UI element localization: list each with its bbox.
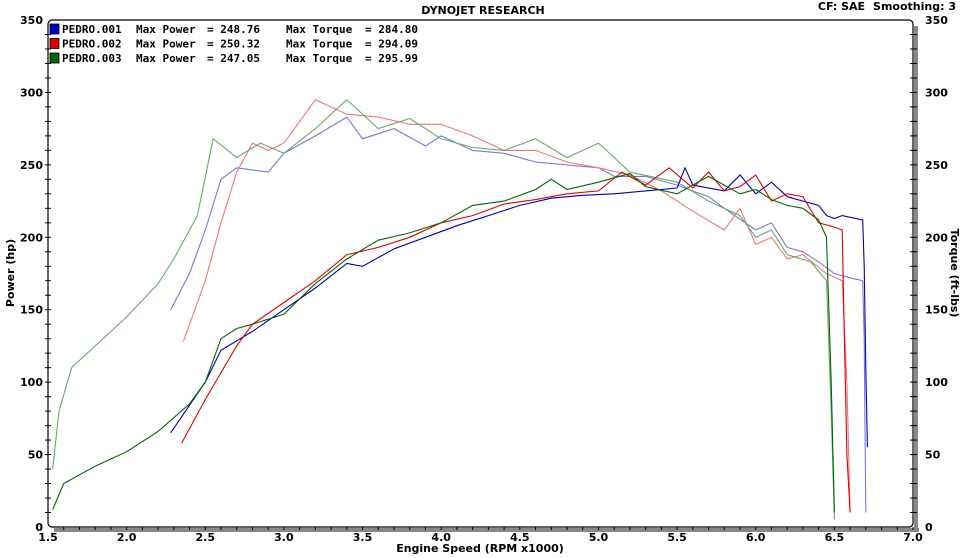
x-tick-label: 4.0: [431, 531, 451, 544]
y-tick-label: 350: [20, 14, 43, 27]
legend-swatch: [49, 38, 60, 49]
legend-power-label: Max Power: [136, 38, 196, 51]
curves: [52, 98, 868, 520]
pedro-001-torque-curve: [170, 116, 867, 513]
y2-tick-label: 200: [925, 231, 948, 244]
frame-shadow: [914, 26, 918, 531]
legend-power-value: = 247.05: [207, 52, 260, 65]
legend-power-label: Max Power: [136, 23, 196, 36]
x-tick-label: 7.0: [903, 531, 923, 544]
y2-tick-label: 150: [925, 304, 948, 317]
y-tick-label: 250: [20, 159, 43, 172]
legend-torque-value: = 284.80: [365, 23, 418, 36]
x-axis-label: Engine Speed (RPM x1000): [396, 542, 564, 555]
x-tick-label: 1.5: [38, 531, 58, 544]
y2-axis-label: Torque (ft-lbs): [948, 229, 961, 318]
smoothing-label: CF: SAE Smoothing: 3: [818, 0, 956, 13]
x-tick-label: 2.5: [196, 531, 216, 544]
legend-swatch: [49, 23, 60, 35]
chart-title: DYNOJET RESEARCH: [421, 4, 544, 17]
y-tick-label: 150: [20, 304, 43, 317]
x-tick-label: 6.0: [746, 531, 766, 544]
legend-swatch: [49, 52, 60, 64]
legend-run-name: PEDRO.001: [62, 23, 122, 36]
y2-tick-label: 350: [925, 14, 948, 27]
legend-power-label: Max Power: [136, 52, 196, 65]
y-axis-label: Power (hp): [4, 239, 17, 307]
frame-shadow-bottom: [54, 528, 919, 532]
y-tick-label: 50: [28, 449, 44, 462]
pedro-003-power-curve: [52, 172, 835, 513]
plot-frame: [47, 19, 914, 528]
legend-torque-label: Max Torque: [286, 23, 353, 36]
legend-power-value: = 250.32: [207, 38, 260, 51]
x-tick-label: 2.0: [117, 531, 137, 544]
legend-run-name: PEDRO.002: [62, 38, 122, 51]
x-tick-label: 4.5: [510, 531, 530, 544]
x-tick-label: 3.0: [274, 531, 294, 544]
cf-label: CF: SAE: [818, 0, 865, 13]
x-tick-label: 6.5: [825, 531, 845, 544]
y2-tick-label: 50: [925, 449, 941, 462]
x-tick-label: 5.5: [667, 531, 687, 544]
legend-torque-value: = 294.09: [365, 38, 418, 51]
pedro-003-torque-curve: [52, 98, 835, 520]
y-tick-label: 100: [20, 376, 43, 389]
legend-torque-label: Max Torque: [286, 52, 353, 65]
y-tick-label: 200: [20, 231, 43, 244]
legend: PEDRO.001 Max Power = 248.76 Max Torque = 28…: [49, 23, 418, 65]
pedro-001-power-curve: [170, 166, 868, 448]
y2-tick-label: 0: [925, 521, 933, 534]
smoothing-value: Smoothing: 3: [873, 0, 956, 13]
legend-run-name: PEDRO.003: [62, 52, 122, 65]
y2-tick-label: 250: [925, 159, 948, 172]
y2-tick-label: 300: [925, 86, 948, 99]
axes: 1.5 2.0 2.5 3.0 3.5 4.0 4.5 5.0 5.5 6.0 6.5 7.00 050…: [20, 14, 948, 544]
x-tick-label: 5.0: [589, 531, 609, 544]
y2-tick-label: 100: [925, 376, 948, 389]
y-tick-label: 300: [20, 86, 43, 99]
y-tick-label: 0: [35, 521, 43, 534]
legend-torque-value: = 295.99: [365, 52, 418, 65]
legend-torque-label: Max Torque: [286, 38, 353, 51]
pedro-002-torque-curve: [182, 99, 851, 513]
x-tick-label: 3.5: [353, 531, 373, 544]
legend-power-value: = 248.76: [207, 23, 260, 36]
